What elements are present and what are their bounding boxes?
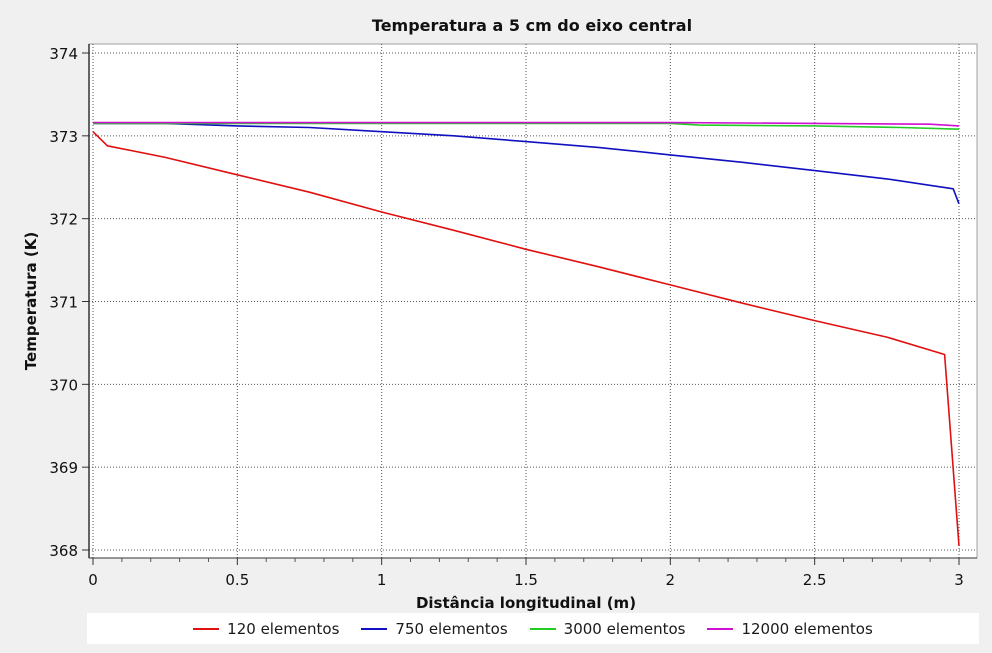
x-tick-label: 3 — [954, 571, 964, 589]
legend-label: 750 elementos — [395, 619, 508, 638]
legend-swatch — [193, 627, 220, 630]
legend: 120 elementos 750 elementos 3000 element… — [87, 613, 979, 644]
legend-label: 3000 elementos — [563, 619, 686, 638]
y-axis-label: Temperatura (K) — [22, 232, 40, 370]
legend-swatch — [361, 627, 388, 630]
x-tick-label: 0.5 — [225, 571, 249, 589]
x-ticks: 0 0.5 1 1.5 2 2.5 3 — [88, 558, 964, 589]
legend-swatch — [707, 627, 734, 630]
x-tick-label: 2.5 — [803, 571, 827, 589]
grid — [89, 44, 977, 558]
y-tick-label: 371 — [49, 294, 78, 312]
y-ticks: 368 369 370 371 372 373 374 — [49, 45, 89, 560]
x-axis-label: Distância longitudinal (m) — [416, 594, 636, 612]
legend-label: 12000 elementos — [741, 619, 873, 638]
legend-item-3000: 3000 elementos — [529, 619, 686, 638]
series-lines — [92, 121, 960, 546]
x-tick-label: 0 — [88, 571, 98, 589]
x-tick-label: 2 — [666, 571, 676, 589]
y-tick-label: 368 — [49, 542, 78, 560]
y-tick-label: 372 — [49, 211, 78, 229]
legend-item-120: 120 elementos — [193, 620, 339, 638]
y-tick-label: 373 — [49, 128, 78, 146]
legend-swatch — [529, 627, 556, 630]
chart-title: Temperatura a 5 cm do eixo central — [372, 16, 692, 35]
legend-item-12000: 12000 elementos — [707, 619, 873, 638]
legend-label: 120 elementos — [227, 619, 340, 638]
y-tick-label: 369 — [49, 459, 78, 477]
legend-item-750: 750 elementos — [361, 619, 508, 638]
x-tick-label: 1 — [377, 571, 387, 589]
series-line-1 — [92, 131, 960, 546]
series-line-4 — [93, 121, 960, 127]
x-tick-label: 1.5 — [514, 571, 538, 589]
series-line-2 — [93, 122, 960, 205]
y-tick-label: 370 — [49, 376, 78, 394]
y-tick-label: 374 — [49, 45, 78, 63]
chart: Temperatura a 5 cm do eixo central 0 0.5 1… — [22, 16, 978, 612]
